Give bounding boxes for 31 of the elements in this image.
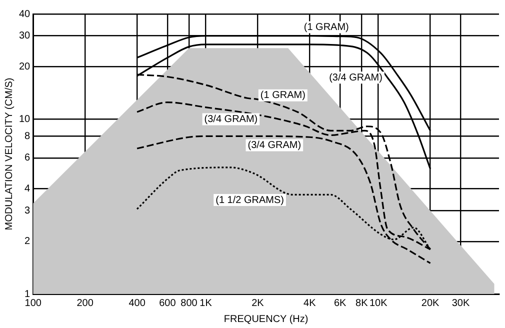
x-tick-label: 6K [334, 298, 346, 309]
y-tick-label: 1 [24, 288, 31, 300]
x-tick-label: 1K [200, 298, 212, 309]
series-label: (3/4 GRAM) [204, 114, 258, 125]
x-tick-label: 10K [369, 298, 388, 309]
x-tick-label: 400 [128, 298, 146, 309]
y-tick-label: 6 [24, 152, 31, 164]
y-tick-label: 8 [24, 130, 31, 142]
y-tick-label: 2 [24, 236, 31, 248]
x-tick-label: 200 [76, 298, 94, 309]
x-tick-label: 800 [180, 298, 198, 309]
series-label: (1 GRAM) [260, 90, 306, 102]
x-tick-label: 2K [252, 298, 264, 309]
x-axis-title: FREQUENCY (Hz) [224, 314, 308, 325]
series-label: (3/4 GRAM) [248, 140, 302, 151]
x-tick-label: 20K [421, 298, 440, 309]
x-tick-label: 100 [24, 298, 42, 309]
y-tick-label: 10 [19, 114, 31, 125]
x-tick-label: 4K [304, 298, 316, 309]
y-tick-label: 30 [19, 30, 31, 42]
y-tick-label: 4 [24, 184, 31, 195]
y-tick-label: 40 [19, 8, 31, 20]
series-label: (3/4 GRAM) [329, 72, 382, 84]
series-label: (1 1/2 GRAMS) [216, 194, 284, 206]
x-tick-label: 30K [452, 298, 470, 309]
y-tick-label: 20 [19, 61, 31, 72]
x-tick-label: 8K [356, 298, 368, 309]
x-tick-label: 600 [159, 298, 176, 309]
y-tick-label: 3 [24, 205, 31, 216]
series-label: (1 GRAM) [304, 22, 349, 33]
y-axis-title: MODULATION VELOCITY (CM/S) [4, 78, 15, 230]
